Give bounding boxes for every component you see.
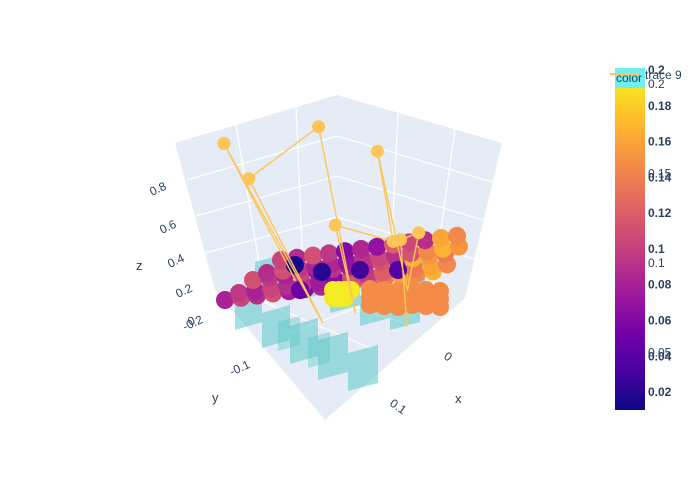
colorbar-tick: 0.16 bbox=[648, 135, 672, 149]
colorbar-tick: 0.06 bbox=[648, 314, 672, 328]
trace-9-point bbox=[370, 144, 384, 158]
floor-marker bbox=[258, 264, 276, 282]
floor-markers bbox=[216, 226, 468, 316]
colorbar-tick-secondary: 0.2 bbox=[648, 77, 665, 91]
colorbar-tick-secondary: 0.05 bbox=[648, 345, 672, 359]
floor-marker bbox=[403, 280, 421, 298]
z-tick-2: 0.4 bbox=[165, 251, 186, 271]
z-tick-1: 0.2 bbox=[173, 281, 194, 301]
floor-marker bbox=[432, 229, 450, 247]
legend[interactable]: trace 9 bbox=[610, 68, 682, 82]
floor-marker bbox=[375, 281, 393, 299]
floor-marker bbox=[417, 281, 435, 299]
x-tick-1: 0.1 bbox=[387, 396, 409, 417]
trace-9-point bbox=[328, 218, 342, 232]
trace-9-point bbox=[394, 233, 408, 247]
colorbar-ticks: 0.020.040.060.080.10.120.140.160.180.20.… bbox=[648, 63, 672, 399]
y-tick-1: -0.1 bbox=[227, 357, 252, 379]
floor-marker bbox=[351, 261, 369, 279]
y-axis-title: y bbox=[212, 390, 219, 405]
colorbar-tick: 0.02 bbox=[648, 385, 672, 399]
x-tick-0: 0 bbox=[441, 349, 455, 364]
colorbar: color 0.020.040.060.080.10.120.140.160.1… bbox=[615, 63, 672, 410]
floor-marker bbox=[216, 291, 234, 309]
trace-9-markers bbox=[217, 120, 426, 248]
x-axis-title: x bbox=[455, 391, 462, 406]
trace-9-point bbox=[217, 137, 231, 150]
legend-entry-trace-9: trace 9 bbox=[645, 68, 682, 82]
floor-marker bbox=[320, 244, 338, 263]
colorbar-tick: 0.12 bbox=[648, 206, 672, 220]
trace-9-point bbox=[242, 172, 256, 186]
colorbar-tick: 0.18 bbox=[648, 99, 672, 113]
floor-marker bbox=[244, 271, 262, 289]
floor-marker bbox=[431, 282, 449, 300]
colorbar-tick: 0.14 bbox=[648, 170, 672, 184]
colorbar-tick-secondary: 0.15 bbox=[648, 166, 672, 180]
floor-marker bbox=[304, 246, 322, 265]
trace-9-point bbox=[312, 120, 326, 134]
floor-marker bbox=[336, 289, 354, 307]
floor-marker bbox=[230, 284, 248, 302]
colorbar-tick: 0.08 bbox=[648, 278, 672, 292]
floor-marker bbox=[448, 226, 466, 245]
colorbar-tick-secondary: 0.1 bbox=[648, 256, 665, 270]
z-tick-4: 0.8 bbox=[147, 179, 168, 199]
z-axis-title: z bbox=[136, 258, 143, 273]
floor-marker bbox=[361, 280, 379, 298]
floor-marker bbox=[352, 240, 370, 258]
trace-9-point bbox=[412, 226, 426, 240]
floor-marker bbox=[368, 237, 386, 256]
floor-marker bbox=[389, 282, 407, 300]
y-tick-0: -0.2 bbox=[180, 312, 205, 334]
colorbar-tick: 0.04 bbox=[648, 349, 672, 363]
colorbar-tick: 0.2 bbox=[648, 63, 665, 77]
colorbar-fill bbox=[615, 70, 645, 410]
floor-marker bbox=[313, 263, 331, 281]
colorbar-tick: 0.1 bbox=[648, 242, 665, 256]
z-tick-3: 0.6 bbox=[157, 217, 178, 237]
floor-marker bbox=[291, 281, 309, 299]
